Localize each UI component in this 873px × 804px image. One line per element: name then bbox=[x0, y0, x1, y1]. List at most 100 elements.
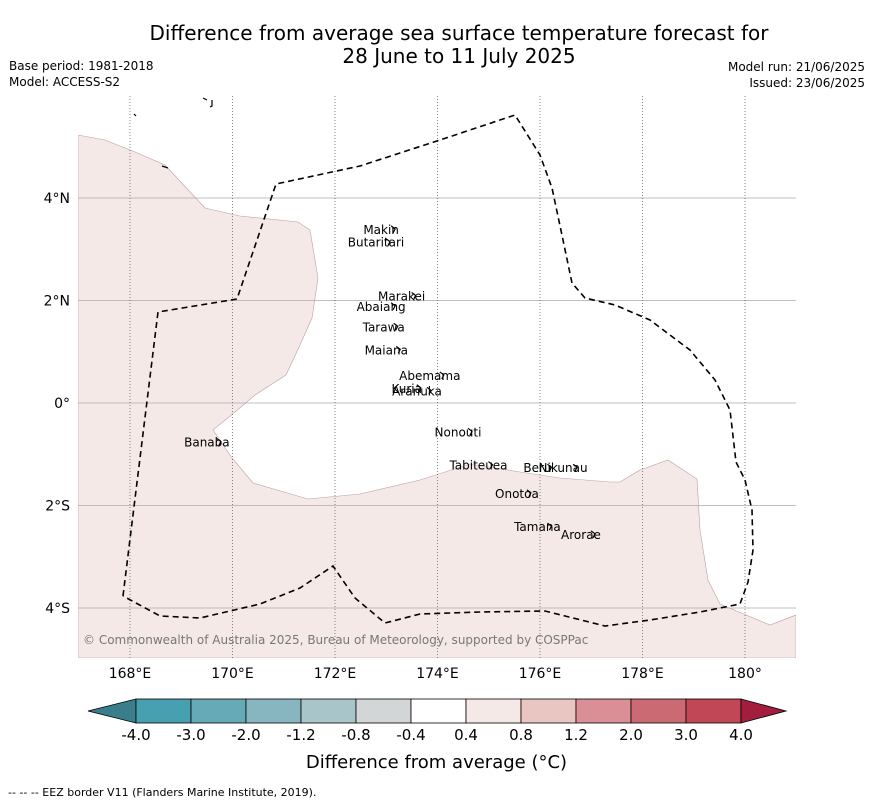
island-coastline bbox=[547, 463, 553, 472]
title-line-2: 28 June to 11 July 2025 bbox=[342, 44, 576, 68]
island-abaiang: Abaiang bbox=[357, 300, 406, 314]
island-label: Nikunau bbox=[539, 461, 588, 475]
colorbar-segment bbox=[520, 698, 577, 724]
lon-tick-label: 172°E bbox=[314, 666, 357, 682]
island-coastline bbox=[467, 427, 473, 436]
island-aranuka: Aranuka bbox=[392, 384, 442, 398]
lon-tick-label: 176°E bbox=[519, 666, 562, 682]
colorbar-segment bbox=[135, 698, 192, 724]
island-coastline bbox=[411, 292, 417, 300]
island-coastline bbox=[393, 322, 399, 331]
model-run: Model run: 21/06/2025 bbox=[727, 60, 865, 74]
colorbar-segment bbox=[190, 698, 247, 724]
island-label: Abaiang bbox=[357, 300, 406, 314]
island-kuria: Kuria bbox=[392, 382, 423, 396]
island-coastline bbox=[426, 386, 432, 395]
base-period: Base period: 1981-2018 bbox=[9, 59, 154, 73]
model-name: Model: ACCESS-S2 bbox=[9, 75, 121, 89]
island-label: Tarawa bbox=[362, 320, 405, 334]
island-coastline bbox=[385, 238, 391, 246]
eez-border bbox=[122, 114, 754, 627]
island-label: Nonouti bbox=[435, 425, 482, 439]
island-coastline bbox=[390, 225, 396, 234]
latitude-tick-labels: 4°N 2°N 0° 2°S 4°S bbox=[44, 191, 71, 617]
chart-title: Difference from average sea surface temp… bbox=[0, 22, 873, 68]
anomaly-region-0.4-0.8 bbox=[78, 134, 796, 658]
colorbar-segment bbox=[575, 698, 632, 724]
island-beru: Beru bbox=[523, 461, 553, 475]
colorbar-tick-label: 0.8 bbox=[509, 726, 533, 744]
island-coastline bbox=[416, 384, 422, 393]
island-label: Banaba bbox=[184, 436, 230, 450]
island-coastline bbox=[547, 522, 553, 531]
island-label: Tamana bbox=[513, 520, 561, 534]
colorbar-tick-label: 3.0 bbox=[674, 726, 698, 744]
colorbar-tick-label: -2.0 bbox=[231, 726, 260, 744]
island-label: Abemama bbox=[399, 369, 460, 383]
colorbar: -4.0 -3.0 -2.0 -1.2 -0.8 -0.4 0.4 0.8 1.2 2.0 3.0 4… bbox=[87, 698, 788, 744]
colorbar-tick-label: 2.0 bbox=[619, 726, 643, 744]
island-label: Tabiteuea bbox=[448, 459, 507, 473]
lat-tick-label: 4°N bbox=[44, 191, 70, 207]
map-gridlines bbox=[78, 96, 796, 658]
lon-tick-label: 174°E bbox=[416, 666, 459, 682]
island-coastline bbox=[526, 489, 532, 498]
copyright-text: © Commonwealth of Australia 2025, Bureau… bbox=[83, 633, 588, 647]
island-label: Marakei bbox=[378, 290, 425, 304]
colorbar-segment bbox=[355, 698, 412, 724]
island-label: Butaritari bbox=[348, 236, 405, 250]
colorbar-tick-label: -0.8 bbox=[341, 726, 370, 744]
island-label: Beru bbox=[523, 461, 551, 475]
colorbar-extend-low bbox=[87, 698, 137, 724]
lat-tick-label: 2°N bbox=[44, 294, 70, 310]
colorbar-tick-label: 1.2 bbox=[564, 726, 588, 744]
coastline-fragment bbox=[209, 100, 213, 108]
island-label: Aranuka bbox=[392, 384, 442, 398]
eez-legend-text: -- -- -- EEZ border V11 (Flanders Marine… bbox=[8, 786, 317, 799]
colorbar-segment bbox=[245, 698, 302, 724]
colorbar-tick-label: -0.4 bbox=[396, 726, 425, 744]
colorbar-tick-label: 4.0 bbox=[729, 726, 753, 744]
island-label: Kuria bbox=[392, 382, 423, 396]
title-line-1: Difference from average sea surface temp… bbox=[149, 21, 769, 45]
island-coastline bbox=[590, 530, 596, 539]
island-maiana: Maiana bbox=[365, 343, 408, 357]
colorbar-title: Difference from average (°C) bbox=[305, 752, 568, 773]
coastline-fragment bbox=[133, 113, 137, 117]
lat-tick-label: 4°S bbox=[45, 601, 70, 617]
island-tabiteuea: Tabiteuea bbox=[448, 459, 507, 473]
lat-tick-label: 0° bbox=[54, 396, 70, 412]
island-arorae: Arorae bbox=[561, 528, 601, 542]
island-tarawa: Tarawa bbox=[362, 320, 405, 334]
lat-tick-label: 2°S bbox=[45, 499, 70, 515]
colorbar-segment bbox=[630, 698, 687, 724]
coastline-fragment bbox=[161, 165, 169, 169]
island-onotoa: Onotoa bbox=[495, 487, 539, 501]
island-banaba: Banaba bbox=[184, 436, 230, 450]
colorbar-segment bbox=[685, 698, 742, 724]
colorbar-extend-high bbox=[740, 698, 788, 724]
island-coastline bbox=[572, 463, 578, 472]
island-coastline bbox=[395, 345, 402, 354]
island-butaritari: Butaritari bbox=[348, 236, 405, 250]
colorbar-tick-label: -3.0 bbox=[176, 726, 205, 744]
island-abemama: Abemama bbox=[399, 369, 460, 383]
coastline-fragment bbox=[202, 97, 208, 101]
island-makin: Makin bbox=[363, 223, 399, 237]
island-label: Onotoa bbox=[495, 487, 539, 501]
island-tamana: Tamana bbox=[513, 520, 561, 534]
colorbar-segment bbox=[410, 698, 467, 724]
island-nikunau: Nikunau bbox=[539, 461, 588, 475]
meta-left: Base period: 1981-2018 Model: ACCESS-S2 bbox=[9, 58, 154, 90]
colorbar-tick-label: 0.4 bbox=[454, 726, 478, 744]
lon-tick-label: 168°E bbox=[109, 666, 152, 682]
colorbar-segment bbox=[300, 698, 357, 724]
island-nonouti: Nonouti bbox=[435, 425, 482, 439]
colorbar-segment bbox=[465, 698, 522, 724]
island-label: Makin bbox=[363, 223, 399, 237]
island-coastline bbox=[488, 461, 494, 469]
lon-tick-label: 170°E bbox=[211, 666, 254, 682]
